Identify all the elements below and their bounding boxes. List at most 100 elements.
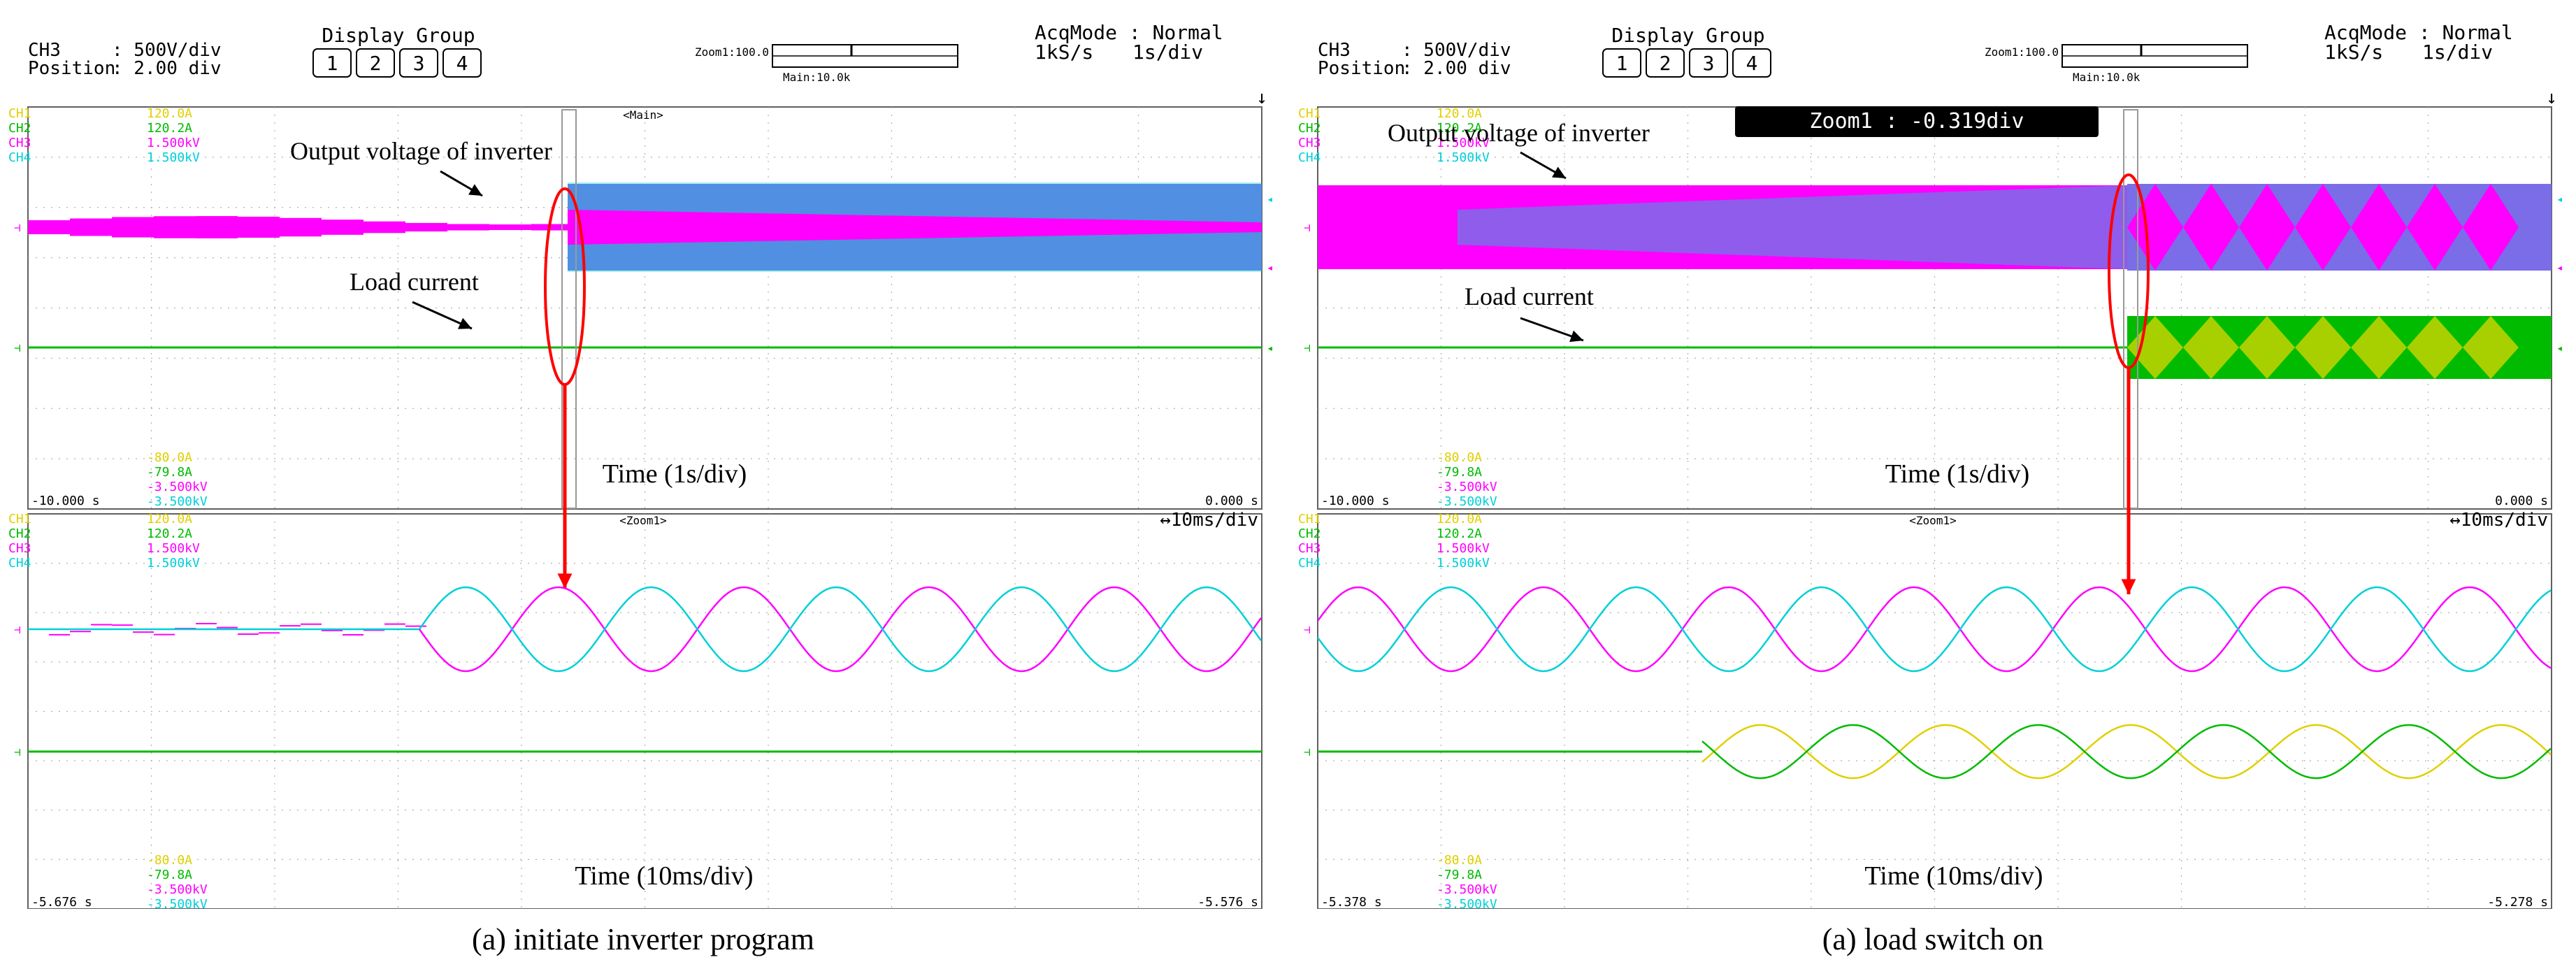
channel-scale-name: CH2: [8, 526, 31, 541]
annotation-load-current: Load current: [1465, 282, 1594, 310]
ch4-zoom-sine: [418, 586, 1262, 673]
ch3-inner-trace: [568, 210, 1262, 245]
channel-scale-value: 120.2A: [147, 121, 192, 136]
display-group-button[interactable]: [1646, 48, 1685, 78]
display-group-button-label: 2: [1660, 52, 1671, 75]
channel-scale-value: 120.2A: [1437, 121, 1482, 136]
main-time-start: -10.000 s: [1321, 494, 1390, 508]
channel-scale-value: -3.500kV: [147, 897, 208, 909]
display-group-button[interactable]: [442, 48, 482, 78]
ch3-edge-marker: ◂: [1267, 261, 1274, 274]
zoom-time-axis-label: Time (10ms/div): [575, 861, 753, 891]
channel-scale-value: 1.500kV: [147, 136, 200, 150]
channel-scale-name: CH1: [1298, 512, 1321, 526]
main-record-label: Main:10.0k: [783, 71, 851, 84]
main-time-end: 0.000 s: [2495, 494, 2548, 508]
zoom-time-end: -5.576 s: [1197, 895, 1258, 909]
ch3-trace-pre: [531, 224, 573, 231]
channel-scale-name: CH4: [1298, 556, 1321, 570]
zoom-time-axis-label: Time (10ms/div): [1864, 861, 2043, 891]
channel-scale-value: 120.0A: [1437, 106, 1482, 121]
channel-scale-name: CH3: [1298, 541, 1321, 556]
acq-mode: AcqMode : Normal: [1035, 21, 1223, 44]
channel-scale-name: CH2: [1298, 526, 1321, 541]
sample-rate: 1kS/s: [1035, 41, 1093, 64]
display-group-button-label: 3: [1703, 52, 1715, 75]
annotation-arrow-voltage-head: [1552, 166, 1566, 178]
channel-scale-value: 120.2A: [147, 526, 192, 541]
acq-mode: AcqMode : Normal: [2324, 21, 2513, 44]
display-group-button[interactable]: [399, 48, 438, 78]
annotation-output-voltage: Output voltage of inverter: [1388, 119, 1650, 147]
channel-scale-value: 120.0A: [147, 106, 192, 121]
panel-a: CH3: 500V/div Position: 2.00 div Display G…: [0, 0, 1286, 976]
main-time-axis-label: Time (1s/div): [603, 459, 747, 489]
ch3-trace-pre: [70, 218, 112, 236]
display-group-button-label: 2: [370, 52, 382, 75]
ch2-zoom-marker: ⊣: [1304, 745, 1311, 759]
channel-scale-name: CH4: [1298, 150, 1321, 165]
channel-scale-value: 120.0A: [1437, 512, 1482, 526]
zoom-time-div: ↔10ms/div: [1160, 510, 1258, 531]
zoom-time-end: -5.278 s: [2487, 895, 2548, 909]
panel-b: CH3: 500V/div Position: 2.00 div Display G…: [1290, 0, 2576, 976]
ch3-edge-marker: ◂: [2556, 261, 2563, 274]
annotation-output-voltage: Output voltage of inverter: [290, 137, 552, 165]
channel-scale-value: 1.500kV: [147, 541, 200, 556]
ch3-beat-band: [2127, 184, 2519, 271]
ch2-edge-marker: ◂: [1267, 341, 1274, 354]
ch3-trace-pre: [238, 216, 280, 238]
zoom-view-tag: <Zoom1>: [619, 514, 666, 527]
main-time-end: 0.000 s: [1205, 494, 1258, 508]
ch3-trace-pre: [196, 216, 238, 238]
annotation-arrow-voltage-head: [468, 184, 482, 196]
ch3-zoom-sine: [418, 586, 1262, 673]
highlight-ellipse: [2108, 173, 2150, 369]
ch3-trace-pre: [405, 222, 447, 232]
ch4-zoom-sine: [1316, 586, 2552, 673]
ch3-zoom-marker: ⊣: [14, 623, 21, 636]
channel-scale-value: -80.0A: [1437, 450, 1482, 465]
ch3-zoom-sine: [1316, 586, 2552, 673]
display-group-button[interactable]: [1602, 48, 1641, 78]
highlight-arrow-head: [2121, 579, 2136, 594]
position-value: : 2.00 div: [1402, 58, 1511, 79]
zoom-ratio-label: Zoom1:100.0: [1985, 45, 2059, 59]
channel-label: CH3: [1318, 40, 1351, 61]
display-group-button[interactable]: [1689, 48, 1728, 78]
display-group-button[interactable]: [356, 48, 395, 78]
channel-scale-name: CH4: [8, 150, 31, 165]
zoom-time-start: -5.378 s: [1321, 895, 1382, 909]
channel-scale-name: CH2: [1298, 121, 1321, 136]
scale-label: : 500V/div: [1402, 40, 1511, 61]
annotation-arrow-current-head: [1569, 330, 1583, 343]
main-time-start: -10.000 s: [31, 494, 100, 508]
ch3-trace-pre: [154, 216, 196, 238]
ch2-edge-marker: ◂: [2556, 341, 2563, 354]
annotation-arrow-current-head: [458, 317, 472, 329]
display-group-button-label: 3: [413, 52, 425, 75]
trigger-marker: ↓: [1256, 87, 1267, 108]
main-time-axis-label: Time (1s/div): [1885, 459, 2030, 489]
channel-scale-value: -80.0A: [147, 853, 192, 868]
display-group-button-label: 1: [1616, 52, 1628, 75]
display-group-button-label: 1: [326, 52, 338, 75]
display-group-title: Display Group: [322, 24, 475, 47]
ch3-trace-pre: [447, 224, 489, 231]
channel-scale-name: CH3: [8, 136, 31, 150]
display-group-button[interactable]: [1732, 48, 1771, 78]
ch1-beat-band: [2127, 316, 2519, 379]
display-group-button[interactable]: [312, 48, 352, 78]
display-group-button-label: 4: [456, 52, 468, 75]
channel-scale-value: -80.0A: [1437, 853, 1482, 868]
annotation-load-current: Load current: [350, 268, 479, 296]
zoom-offset-tag: Zoom1 : -0.319div: [1809, 109, 2024, 134]
channel-scale-value: -3.500kV: [1437, 494, 1497, 509]
channel-scale-value: -79.8A: [147, 465, 192, 480]
channel-scale-name: CH3: [1298, 136, 1321, 150]
highlight-arrow-head: [557, 573, 573, 589]
channel-label: CH3: [28, 40, 61, 61]
ch4-edge-marker: ◂: [1267, 192, 1274, 206]
zoom-time-start: -5.676 s: [31, 895, 92, 909]
